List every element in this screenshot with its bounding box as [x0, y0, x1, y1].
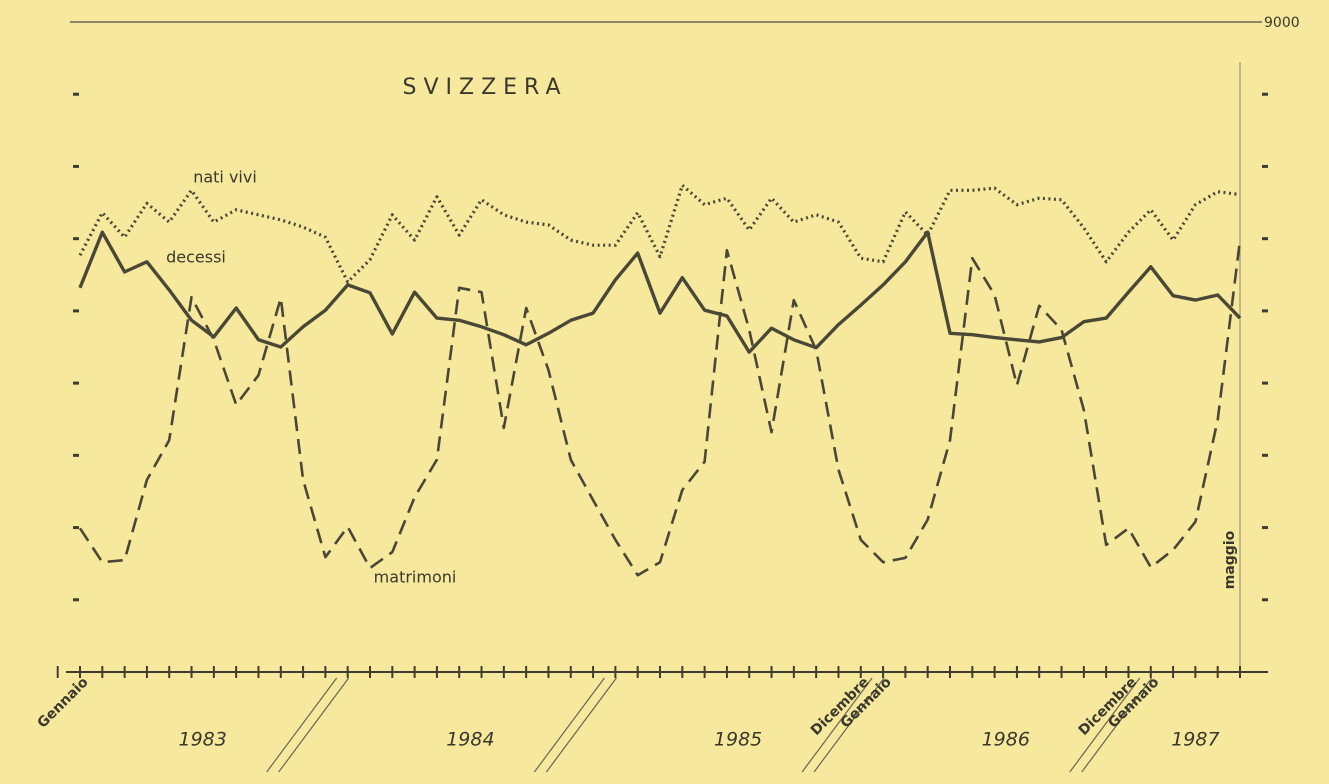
series-label: nati vivi [193, 168, 257, 187]
x-tick-label: maggio [1222, 530, 1238, 589]
chart-title: SVIZZERA [403, 75, 568, 100]
year-label: 1987 [1171, 729, 1219, 751]
series-label: matrimoni [374, 568, 457, 587]
year-label: 1986 [982, 729, 1030, 751]
break-mark [801, 677, 873, 773]
break-mark [1081, 677, 1153, 773]
series-line [78, 230, 1242, 354]
year-label: 1985 [714, 729, 762, 751]
series-label: decessi [166, 248, 226, 267]
break-mark [813, 677, 885, 773]
y-tick-label: 9000 [1264, 15, 1300, 31]
series-line [78, 183, 1241, 284]
break-mark [266, 677, 338, 773]
break-mark [278, 677, 350, 773]
year-label: 1984 [446, 729, 494, 751]
break-mark [533, 677, 605, 773]
break-mark [545, 677, 617, 773]
year-label: 1983 [179, 729, 227, 751]
series-line [78, 239, 1242, 577]
break-mark [1069, 677, 1141, 773]
